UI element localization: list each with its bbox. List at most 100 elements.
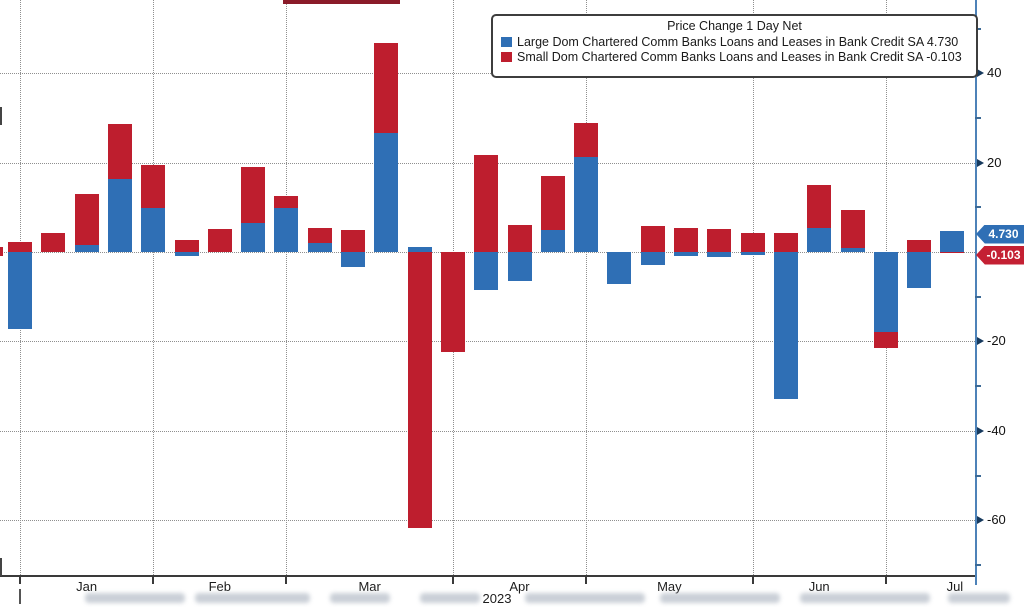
month-label: May xyxy=(657,579,682,594)
y-tick-label: 20 xyxy=(987,154,1002,170)
bar-segment-small[interactable] xyxy=(840,209,865,249)
bar-segment-small[interactable] xyxy=(807,185,832,228)
watermark-smudge xyxy=(195,593,310,603)
bar-segment-large[interactable] xyxy=(607,252,632,285)
bar-segment-small[interactable] xyxy=(307,227,332,243)
bar-segment-small[interactable] xyxy=(74,193,99,245)
bar-segment-large[interactable] xyxy=(307,242,332,252)
y-minor-tick xyxy=(975,206,981,209)
legend-swatch-icon xyxy=(501,36,512,47)
bar-segment-small[interactable] xyxy=(740,232,765,252)
bar-segment-large[interactable] xyxy=(940,230,965,252)
bar-segment-large[interactable] xyxy=(840,248,865,252)
month-label: Mar xyxy=(358,579,381,594)
bar-segment-large[interactable] xyxy=(141,207,166,252)
grid-hline xyxy=(0,520,975,522)
year-label: 2023 xyxy=(482,591,512,606)
bar-segment-large[interactable] xyxy=(8,252,32,330)
bar-segment-small[interactable] xyxy=(640,226,665,252)
bar-segment-large[interactable] xyxy=(241,222,266,252)
bar-segment-small[interactable] xyxy=(107,124,132,180)
y-tick-label: -60 xyxy=(987,512,1006,528)
grid-vline xyxy=(153,0,155,575)
bar-segment-large[interactable] xyxy=(807,227,832,252)
month-label: Jun xyxy=(808,579,830,594)
bar-segment-small[interactable] xyxy=(141,164,166,208)
value-badge-small: -0.103 xyxy=(976,245,1024,265)
bar-segment-large[interactable] xyxy=(107,179,132,252)
bar-segment-small[interactable] xyxy=(8,241,32,252)
bar-segment-large[interactable] xyxy=(374,132,399,252)
bar-segment-large[interactable] xyxy=(574,157,599,252)
bar-segment-small[interactable] xyxy=(341,230,365,252)
watermark-smudge xyxy=(948,593,1010,603)
cropped-edge-fragment xyxy=(0,558,2,576)
legend-title: Price Change 1 Day Net xyxy=(667,19,802,33)
y-minor-tick xyxy=(975,385,981,388)
cropped-top-banner xyxy=(283,0,400,4)
month-label: Jul xyxy=(946,579,964,594)
legend-entry[interactable]: Large Dom Chartered Comm Banks Loans and… xyxy=(501,34,968,49)
bar-segment-large[interactable] xyxy=(773,252,798,400)
y-tick-label: -20 xyxy=(987,333,1006,349)
bar-segment-large[interactable] xyxy=(707,252,732,258)
month-tick xyxy=(585,575,588,584)
bar-segment-small[interactable] xyxy=(907,239,932,252)
bar-segment-small[interactable] xyxy=(440,252,465,353)
y-tick-label: -40 xyxy=(987,422,1006,438)
bar-segment-large[interactable] xyxy=(540,230,565,252)
bar-segment-small[interactable] xyxy=(707,229,732,252)
bar-segment-small[interactable] xyxy=(507,225,532,252)
bar-segment-large[interactable] xyxy=(407,246,432,252)
y-axis-line xyxy=(975,0,977,585)
watermark-smudge xyxy=(420,593,480,603)
bar-segment-large[interactable] xyxy=(274,207,299,252)
bar-segment-small[interactable] xyxy=(274,195,299,208)
month-tick xyxy=(285,575,288,584)
bar-segment-large[interactable] xyxy=(474,252,499,291)
bar-segment-large[interactable] xyxy=(640,252,665,265)
month-tick xyxy=(451,575,454,584)
bar-segment-large[interactable] xyxy=(873,252,898,333)
legend: Price Change 1 Day Net Large Dom Charter… xyxy=(491,14,978,78)
bar-segment-large[interactable] xyxy=(74,244,99,252)
y-tick-arrow-icon xyxy=(977,426,984,435)
y-tick-arrow-icon xyxy=(977,337,984,346)
y-minor-tick xyxy=(975,474,981,477)
y-tick-arrow-icon xyxy=(977,158,984,167)
bar-segment-small[interactable] xyxy=(574,122,599,158)
bar-segment-large[interactable] xyxy=(674,252,698,256)
bar-segment-small[interactable] xyxy=(674,227,698,252)
grid-hline xyxy=(0,73,975,75)
legend-swatch-icon xyxy=(501,51,512,62)
bar-segment-small[interactable] xyxy=(873,332,898,348)
legend-entry-label: Small Dom Chartered Comm Banks Loans and… xyxy=(517,49,962,64)
watermark-smudge xyxy=(85,593,185,603)
legend-entry[interactable]: Small Dom Chartered Comm Banks Loans and… xyxy=(501,49,968,64)
bar-segment-small[interactable] xyxy=(407,252,432,528)
month-label: Apr xyxy=(509,579,530,594)
month-label: Jan xyxy=(76,579,98,594)
bar-segment-small[interactable] xyxy=(540,175,565,231)
bar-segment-large[interactable] xyxy=(174,252,199,257)
cropped-edge-fragment xyxy=(19,589,21,604)
bar-segment-large[interactable] xyxy=(740,252,765,255)
bar-segment-small[interactable] xyxy=(241,167,266,223)
bar-segment-large[interactable] xyxy=(507,252,532,281)
month-tick xyxy=(884,575,887,584)
bar-segment-small[interactable] xyxy=(773,233,798,252)
y-tick-label: 40 xyxy=(987,65,1002,81)
y-minor-tick xyxy=(975,27,981,30)
bar-segment-large[interactable] xyxy=(907,252,932,288)
bar-segment-large[interactable] xyxy=(341,252,365,267)
bar-segment-small[interactable] xyxy=(41,233,66,252)
bar-segment-small[interactable] xyxy=(474,155,499,252)
grid-hline xyxy=(0,341,975,343)
month-tick xyxy=(751,575,754,584)
watermark-smudge xyxy=(330,593,390,603)
month-tick xyxy=(19,575,21,584)
bar-segment-small[interactable] xyxy=(207,229,232,252)
bar-segment-small[interactable] xyxy=(174,240,199,252)
bar-segment-small[interactable] xyxy=(374,42,399,133)
